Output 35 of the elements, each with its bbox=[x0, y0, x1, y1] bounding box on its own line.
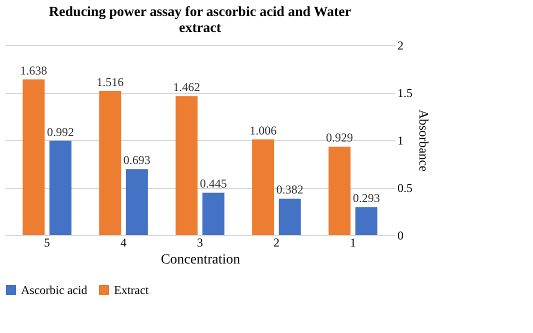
y-tick-label: 1 bbox=[398, 134, 404, 148]
data-label: 0.929 bbox=[326, 130, 354, 145]
bar bbox=[99, 90, 122, 235]
legend-label: Extract bbox=[114, 283, 150, 297]
data-label: 0.293 bbox=[352, 191, 380, 206]
bar bbox=[355, 207, 378, 235]
data-label: 0.992 bbox=[46, 124, 74, 139]
y-tick-label: 0.5 bbox=[398, 181, 412, 195]
data-label: 1.462 bbox=[173, 80, 200, 94]
legend-label: Ascorbic acid bbox=[21, 283, 88, 297]
data-label: 1.006 bbox=[250, 123, 277, 138]
y-tick-label: 1.5 bbox=[398, 86, 412, 100]
x-tick-label: 4 bbox=[120, 236, 127, 250]
bar bbox=[49, 140, 72, 235]
bar bbox=[252, 139, 274, 235]
y-tick-label: 2 bbox=[398, 38, 404, 52]
data-label: 0.445 bbox=[200, 176, 227, 191]
bar bbox=[328, 146, 351, 235]
y-tick-label: 0 bbox=[398, 228, 404, 242]
bar bbox=[176, 96, 198, 235]
data-label: 1.638 bbox=[20, 63, 48, 78]
bar bbox=[22, 79, 45, 235]
bar bbox=[278, 198, 301, 235]
x-tick-label: 2 bbox=[273, 236, 280, 250]
x-tick-label: 1 bbox=[350, 236, 356, 250]
data-label: 0.382 bbox=[276, 182, 304, 197]
x-tick-label: 3 bbox=[197, 236, 203, 250]
data-label: 1.516 bbox=[96, 74, 124, 89]
bar bbox=[126, 169, 148, 235]
y-axis-title: Absorbance bbox=[416, 109, 432, 172]
bar bbox=[202, 192, 224, 235]
x-tick-label: 5 bbox=[44, 236, 50, 250]
chart-title: Reducing power assay for ascorbic acid and Water extract bbox=[48, 5, 352, 36]
x-axis-title: Concentration bbox=[160, 252, 240, 268]
data-label: 0.693 bbox=[123, 153, 150, 168]
